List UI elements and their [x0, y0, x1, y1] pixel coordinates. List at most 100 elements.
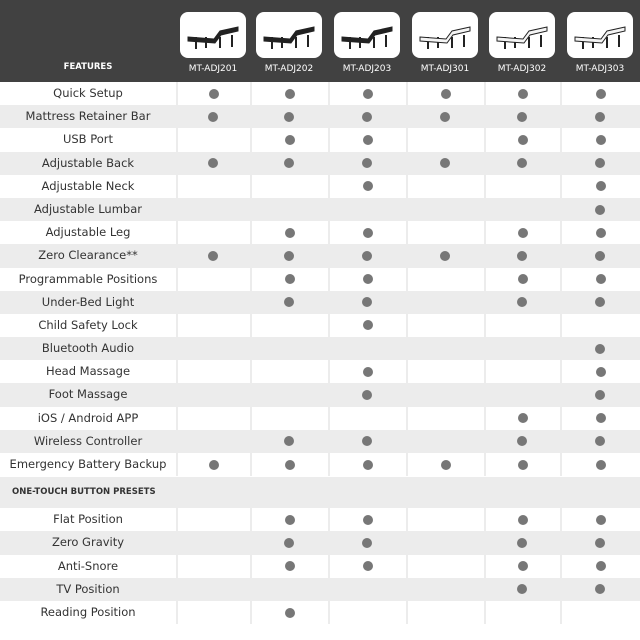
included-dot-icon [285, 227, 295, 238]
table-row: Foot Massage [0, 383, 640, 407]
feature-cell [328, 152, 406, 175]
table-row: Bluetooth Audio [0, 337, 640, 361]
feature-cell [406, 531, 484, 554]
feature-cell [406, 128, 484, 152]
included-dot-icon [518, 274, 528, 285]
feature-cell [406, 554, 484, 578]
feature-cell [484, 360, 560, 384]
feature-label: Adjustable Neck [41, 178, 135, 193]
feature-cell [328, 337, 406, 360]
included-dot-icon [596, 561, 606, 572]
feature-cell [560, 82, 640, 106]
feature-label: Child Safety Lock [38, 317, 138, 332]
feature-label: Programmable Positions [18, 271, 158, 286]
feature-cell [176, 244, 250, 267]
included-dot-icon [518, 88, 528, 99]
included-dot-icon [518, 561, 528, 572]
included-dot-icon [363, 134, 373, 145]
feature-label: USB Port [62, 132, 114, 147]
feature-label: iOS / Android APP [37, 410, 139, 425]
included-dot-icon [284, 111, 294, 122]
feature-cell [176, 291, 250, 314]
included-dot-icon [284, 436, 294, 447]
feature-label: Flat Position [53, 512, 123, 527]
feature-cell [560, 174, 640, 198]
included-dot-icon [595, 158, 605, 169]
included-dot-icon [440, 111, 450, 122]
included-dot-icon [363, 320, 373, 331]
feature-cell [406, 291, 484, 314]
feature-cell [560, 360, 640, 384]
feature-label: TV Position [56, 581, 120, 596]
model-column-header: MT-ADJ203 [333, 12, 401, 74]
feature-label: Wireless Controller [33, 433, 143, 448]
included-dot-icon [595, 204, 605, 215]
feature-cell [176, 105, 250, 128]
model-name: MT-ADJ202 [264, 64, 314, 74]
feature-cell [484, 244, 560, 267]
feature-cell [328, 383, 406, 406]
feature-cell [406, 453, 484, 477]
included-dot-icon [284, 250, 294, 261]
feature-cell [406, 337, 484, 360]
included-dot-icon [517, 297, 527, 308]
presets-table: Flat Position Zero Gravity Anti-Snore TV Po… [0, 508, 640, 625]
feature-cell [560, 198, 640, 221]
included-dot-icon [518, 413, 528, 424]
included-dot-icon [363, 459, 373, 470]
bed-image [567, 12, 633, 58]
included-dot-icon [596, 227, 606, 238]
model-name: MT-ADJ302 [497, 64, 547, 74]
feature-cell [484, 554, 560, 578]
bed-image [180, 12, 246, 58]
feature-cell [406, 267, 484, 291]
included-dot-icon [517, 250, 527, 261]
included-dot-icon [517, 584, 527, 595]
feature-cell [176, 360, 250, 384]
feature-cell [560, 430, 640, 453]
included-dot-icon [595, 111, 605, 122]
feature-cell [176, 531, 250, 554]
feature-cell [484, 383, 560, 406]
feature-label: Adjustable Lumbar [34, 201, 142, 216]
feature-cell [560, 152, 640, 175]
feature-cell [560, 267, 640, 291]
included-dot-icon [595, 390, 605, 401]
feature-cell [406, 430, 484, 453]
included-dot-icon [363, 227, 373, 238]
feature-cell [328, 267, 406, 291]
feature-cell [484, 128, 560, 152]
feature-cell [560, 313, 640, 338]
feature-cell [484, 82, 560, 106]
feature-cell [176, 198, 250, 221]
feature-cell [560, 578, 640, 601]
feature-cell [328, 128, 406, 152]
table-row: Under-Bed Light [0, 290, 640, 314]
feature-label: Emergency Battery Backup [9, 457, 167, 471]
included-dot-icon [595, 537, 605, 548]
included-dot-icon [362, 158, 372, 169]
feature-cell [250, 337, 328, 360]
table-row: Adjustable Lumbar [0, 197, 640, 222]
bed-image [334, 12, 400, 58]
feature-cell [560, 531, 640, 554]
feature-label: Adjustable Back [41, 155, 135, 170]
feature-label: Zero Gravity [51, 535, 125, 550]
feature-cell [484, 174, 560, 198]
feature-cell [328, 508, 406, 532]
feature-cell [484, 406, 560, 430]
feature-cell [176, 337, 250, 360]
feature-label: Anti-Snore [57, 558, 119, 573]
included-dot-icon [518, 227, 528, 238]
feature-cell [176, 554, 250, 578]
feature-cell [250, 406, 328, 430]
bed-image [256, 12, 322, 58]
feature-cell [176, 221, 250, 245]
feature-cell [176, 82, 250, 106]
included-dot-icon [209, 88, 219, 99]
included-dot-icon [596, 181, 606, 192]
feature-cell [250, 128, 328, 152]
feature-cell [176, 578, 250, 601]
included-dot-icon [517, 436, 527, 447]
included-dot-icon [208, 111, 218, 122]
